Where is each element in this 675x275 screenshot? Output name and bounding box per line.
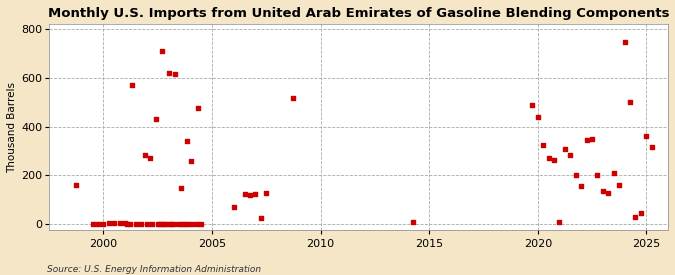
Point: [183, 221, 194, 226]
Point: [592, 173, 603, 178]
Point: [261, 190, 272, 195]
Point: [630, 215, 641, 219]
Point: [527, 102, 538, 107]
Point: [603, 190, 614, 195]
Point: [192, 106, 203, 111]
Point: [239, 192, 250, 196]
Point: [250, 192, 261, 196]
Point: [163, 71, 174, 75]
Point: [153, 221, 163, 226]
Point: [597, 189, 608, 194]
Point: [192, 221, 202, 226]
Point: [114, 221, 125, 226]
Point: [180, 221, 190, 226]
Point: [124, 222, 135, 226]
Point: [136, 221, 147, 226]
Point: [163, 221, 174, 226]
Point: [71, 183, 82, 188]
Point: [624, 100, 635, 104]
Point: [169, 221, 180, 226]
Point: [176, 221, 187, 226]
Point: [647, 145, 657, 150]
Point: [142, 221, 153, 226]
Point: [641, 134, 652, 139]
Point: [256, 216, 267, 221]
Point: [576, 184, 587, 189]
Point: [244, 193, 255, 197]
Text: Source: U.S. Energy Information Administration: Source: U.S. Energy Information Administ…: [47, 265, 261, 274]
Point: [614, 183, 624, 188]
Point: [581, 138, 592, 142]
Point: [158, 221, 169, 226]
Point: [587, 137, 597, 141]
Point: [109, 221, 119, 226]
Point: [538, 143, 549, 147]
Point: [144, 156, 155, 161]
Point: [554, 220, 565, 224]
Point: [608, 171, 619, 175]
Point: [533, 115, 543, 119]
Point: [543, 156, 554, 161]
Point: [157, 49, 167, 53]
Point: [131, 221, 142, 226]
Point: [228, 205, 239, 210]
Point: [635, 211, 646, 216]
Point: [155, 221, 165, 226]
Point: [175, 186, 186, 190]
Point: [147, 221, 158, 226]
Point: [187, 221, 198, 226]
Point: [103, 221, 114, 225]
Point: [126, 83, 137, 87]
Point: [139, 152, 150, 157]
Point: [160, 221, 171, 226]
Point: [169, 72, 180, 76]
Point: [186, 159, 197, 163]
Point: [92, 222, 103, 226]
Point: [570, 173, 581, 178]
Y-axis label: Thousand Barrels: Thousand Barrels: [7, 82, 17, 173]
Point: [619, 40, 630, 45]
Point: [165, 221, 176, 226]
Point: [560, 146, 570, 151]
Point: [119, 221, 130, 226]
Point: [122, 222, 133, 226]
Point: [182, 139, 192, 144]
Title: Monthly U.S. Imports from United Arab Emirates of Gasoline Blending Components: Monthly U.S. Imports from United Arab Em…: [48, 7, 670, 20]
Point: [98, 222, 109, 226]
Point: [174, 221, 185, 226]
Point: [288, 96, 299, 101]
Point: [196, 221, 207, 226]
Point: [87, 222, 98, 226]
Point: [150, 117, 161, 121]
Point: [549, 157, 560, 162]
Point: [408, 220, 418, 224]
Point: [565, 152, 576, 157]
